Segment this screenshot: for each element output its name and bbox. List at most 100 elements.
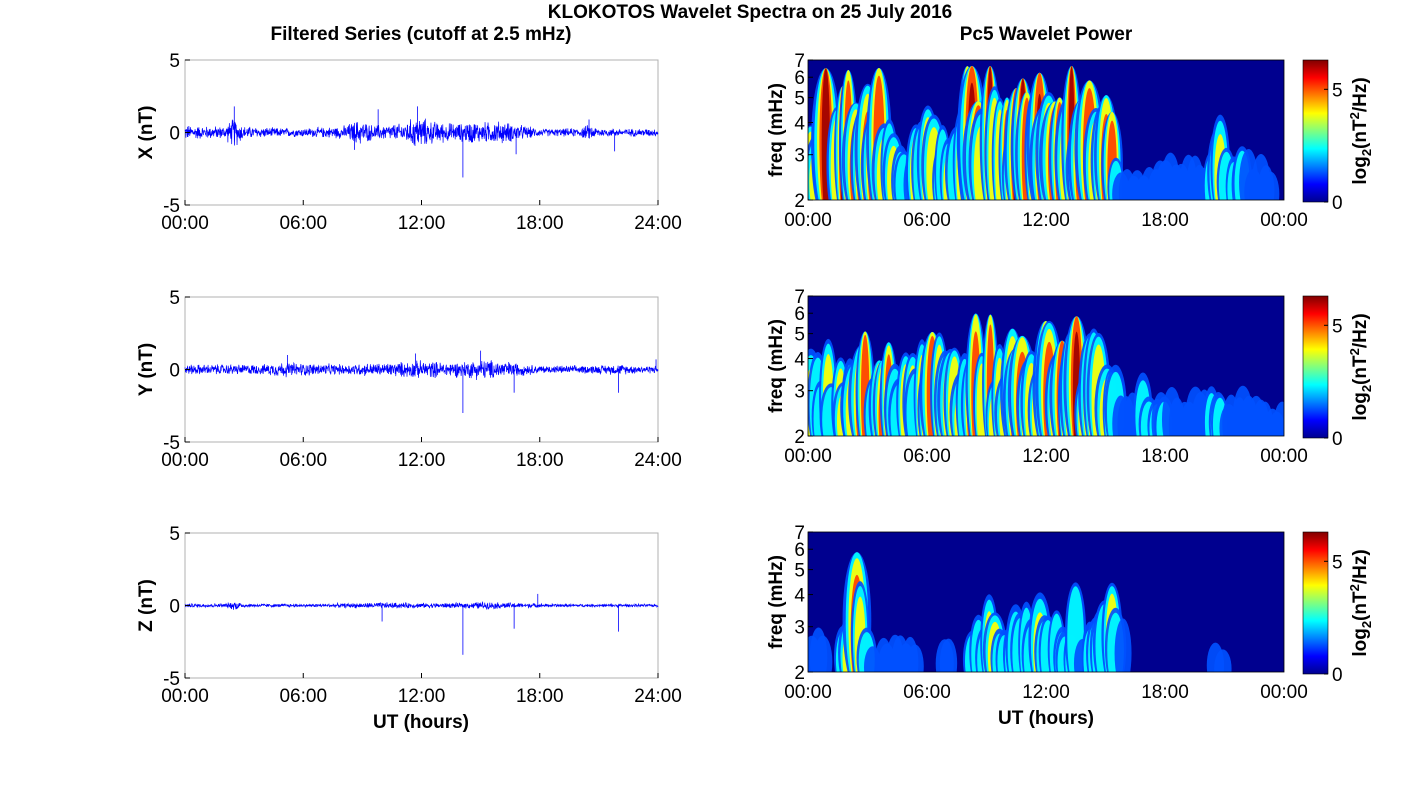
y-tick-label: 5 (794, 89, 805, 110)
colorbar-tick-label: 0 (1332, 193, 1343, 214)
y-tick-label: -5 (163, 669, 180, 690)
x-tick-label: 00:00 (1260, 682, 1308, 703)
y-tick-label: 4 (794, 350, 805, 371)
x-tick-label: 00:00 (161, 686, 209, 707)
heatmap-blob (1214, 649, 1232, 672)
colorbar-tick-label: 0 (1332, 429, 1343, 450)
x-tick-label: 00:00 (1260, 446, 1308, 467)
x-tick-label: 12:00 (398, 213, 446, 234)
colorbar-label: log2(nT2/Hz) (1347, 549, 1374, 656)
y-tick-label: -5 (163, 196, 180, 217)
y-tick-label: 5 (794, 561, 805, 582)
x-tick-label: 06:00 (903, 682, 951, 703)
y-axis-label: freq (mHz) (766, 555, 787, 649)
panels-group: 50-500:00 06:00 12:00 18:00 24:00X (nT)50-50… (136, 51, 1374, 707)
x-tick-label: 06:00 (279, 450, 327, 471)
trace-y (184, 360, 659, 380)
y-axis-label: Z (nT) (136, 579, 157, 632)
y-tick-label: 6 (794, 304, 805, 325)
y-tick-label: 5 (169, 51, 180, 72)
y-tick-label: 3 (794, 382, 805, 403)
x-tick-label: 00:00 (161, 213, 209, 234)
colorbar-tick-label: 5 (1332, 80, 1343, 101)
x-tick-label: 06:00 (279, 213, 327, 234)
y-tick-label: 0 (169, 124, 180, 145)
y-axis-label: freq (mHz) (766, 83, 787, 177)
heatmap-blobs (808, 313, 1284, 436)
y-tick-label: 3 (794, 146, 805, 167)
y-tick-label: 2 (794, 191, 805, 212)
timeseries-panel-x: 5 0 -500:00 06:00 12:00 18:00 24:00 X (nT) (136, 51, 682, 234)
colorbar (1302, 531, 1329, 675)
y-axis-label: X (nT) (136, 106, 157, 160)
heatmap-frame (807, 531, 1285, 673)
y-tick-label: 7 (794, 287, 805, 308)
y-tick-label: 4 (794, 586, 805, 607)
x-tick-label: 24:00 (634, 450, 682, 471)
heatmap-frame (807, 295, 1285, 437)
x-tick-label: 18:00 (516, 213, 564, 234)
y-tick-label: 5 (169, 524, 180, 545)
colorbar-tick-label: 5 (1332, 552, 1343, 573)
x-tick-label: 12:00 (1022, 682, 1070, 703)
y-tick-label: 0 (169, 597, 180, 618)
x-tick-label: 18:00 (1141, 682, 1189, 703)
y-tick-label: 6 (794, 540, 805, 561)
trace-z (184, 600, 659, 610)
heatmap-blob (1273, 401, 1284, 436)
heatmap-blob (1261, 171, 1280, 200)
x-tick-label: 00:00 (784, 682, 832, 703)
x-tick-label: 18:00 (516, 686, 564, 707)
y-tick-label: 2 (794, 427, 805, 448)
x-tick-label: 06:00 (903, 210, 951, 231)
x-tick-label: 00:00 (1260, 210, 1308, 231)
y-tick-label: 2 (794, 663, 805, 684)
y-tick-label: 4 (794, 114, 805, 135)
x-tick-label: 12:00 (1022, 446, 1070, 467)
x-tick-label: 00:00 (161, 450, 209, 471)
right-column-title: Pc5 Wavelet Power (960, 24, 1133, 45)
figure-title: KLOKOTOS Wavelet Spectra on 25 July 2016 (548, 2, 952, 23)
heatmap-blobs (808, 66, 1280, 200)
x-tick-label: 18:00 (1141, 446, 1189, 467)
timeseries-panel-y: 5 0 -500:00 06:00 12:00 18:00 24:00 Y (nT) (136, 288, 682, 471)
x-tick-label: 18:00 (1141, 210, 1189, 231)
x-tick-label: 12:00 (1022, 210, 1070, 231)
left-x-axis-label: UT (hours) (373, 712, 469, 733)
x-tick-label: 06:00 (279, 686, 327, 707)
x-tick-label: 12:00 (398, 686, 446, 707)
y-tick-label: 7 (794, 523, 805, 544)
trace-x (184, 118, 659, 146)
colorbar-tick-label: 0 (1332, 665, 1343, 686)
x-tick-label: 24:00 (634, 213, 682, 234)
heatmap-blob (939, 638, 958, 672)
y-axis-label: freq (mHz) (766, 319, 787, 413)
x-tick-label: 00:00 (784, 446, 832, 467)
heatmap-blob (1114, 618, 1132, 672)
y-tick-label: -5 (163, 433, 180, 454)
x-tick-label: 00:00 (784, 210, 832, 231)
heatmap-blob (906, 644, 924, 672)
x-tick-label: 18:00 (516, 450, 564, 471)
heatmap-blob (1067, 586, 1084, 672)
heatmap-blob (813, 635, 833, 672)
y-tick-label: 5 (169, 288, 180, 309)
colorbar-label: log2(nT2/Hz) (1347, 77, 1374, 184)
colorbar-label: log2(nT2/Hz) (1347, 313, 1374, 420)
x-tick-label: 12:00 (398, 450, 446, 471)
heatmap-frame (807, 59, 1285, 201)
x-tick-label: 06:00 (903, 446, 951, 467)
colorbar-tick-label: 5 (1332, 316, 1343, 337)
x-tick-label: 24:00 (634, 686, 682, 707)
heatmap-blobs (808, 552, 1232, 672)
colorbar (1302, 295, 1329, 439)
timeseries-panel-z: 5 0 -500:00 06:00 12:00 18:00 24:00 Z (nT) (136, 524, 682, 707)
y-tick-label: 3 (794, 618, 805, 639)
y-tick-label: 7 (794, 51, 805, 72)
right-x-axis-label: UT (hours) (998, 708, 1094, 729)
left-column-title: Filtered Series (cutoff at 2.5 mHz) (271, 24, 572, 45)
wavelet-panel-y: 2 3 4 5 67 00:00 06:00 12:00 18:00 00:00 freq (mHz… (766, 287, 1374, 467)
